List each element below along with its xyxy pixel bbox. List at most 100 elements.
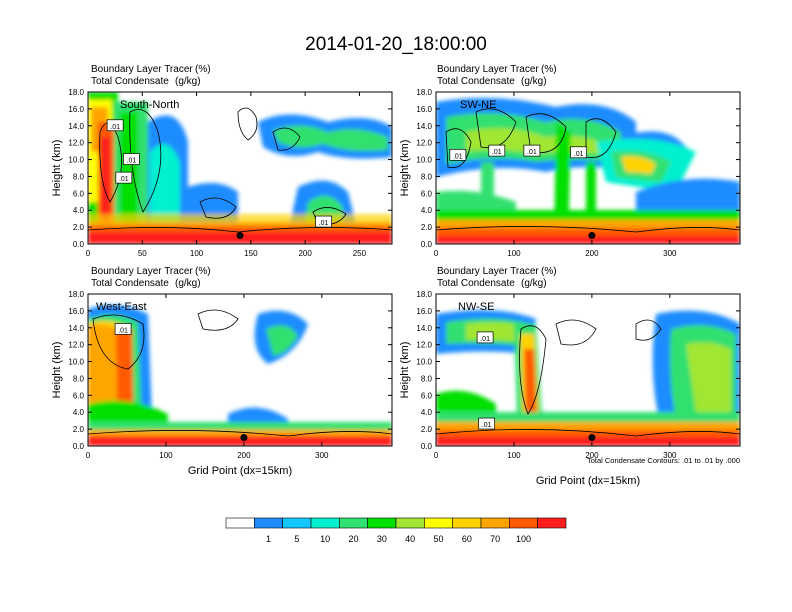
panel-header-tracer-unit: (%) bbox=[541, 266, 557, 277]
panel-header-condensate: Total Condensate bbox=[437, 278, 515, 289]
contour-label: .01 bbox=[115, 171, 133, 184]
svg-text:.01: .01 bbox=[480, 336, 490, 343]
x-tick-label: 0 bbox=[86, 249, 91, 258]
y-tick-label: 2.0 bbox=[421, 223, 433, 232]
x-tick-label: 50 bbox=[138, 249, 147, 258]
y-tick-label: 16.0 bbox=[416, 307, 432, 316]
y-tick-label: 4.0 bbox=[421, 408, 433, 417]
colorbar-swatch bbox=[339, 517, 368, 529]
y-tick-label: 16.0 bbox=[68, 105, 84, 114]
colorbar-swatch bbox=[395, 517, 425, 529]
x-tick-label: 300 bbox=[315, 451, 329, 460]
panel-label: West-East bbox=[96, 301, 147, 313]
panel-label: SW-NE bbox=[460, 99, 496, 111]
panel-header-tracer-unit: (%) bbox=[195, 266, 211, 277]
colorbar-swatch bbox=[225, 517, 255, 529]
panel-header-condensate-unit: (g/kg) bbox=[521, 76, 547, 87]
colorbar-label: 50 bbox=[433, 534, 443, 544]
y-tick-label: 0.0 bbox=[421, 442, 433, 451]
panel-header-condensate: Total Condensate bbox=[437, 76, 515, 87]
y-tick-label: 0.0 bbox=[73, 442, 85, 451]
x-tick-label: 200 bbox=[298, 249, 312, 258]
colorbar-label: 60 bbox=[462, 534, 472, 544]
colorbar-swatch bbox=[254, 517, 283, 529]
contour-label: .01 bbox=[106, 119, 124, 132]
x-tick-label: 100 bbox=[159, 451, 173, 460]
panel-header-tracer: Boundary Layer Tracer bbox=[91, 64, 193, 75]
plot-frame bbox=[435, 91, 741, 245]
y-tick-label: 12.0 bbox=[68, 139, 84, 148]
y-axis-label: Height (km) bbox=[399, 342, 411, 399]
colorbar-label: 30 bbox=[377, 534, 387, 544]
axes: 0 100 200 300 0.0 2.0 4.0 6.0 8.0 10.0 12.0 14.0 16.… bbox=[416, 290, 740, 460]
svg-text:.01: .01 bbox=[119, 176, 129, 183]
colorbar-swatch bbox=[537, 517, 567, 529]
y-tick-label: 6.0 bbox=[73, 391, 85, 400]
contour-label: .01 bbox=[114, 323, 132, 335]
y-tick-label: 12.0 bbox=[416, 139, 432, 148]
x-tick-label: 150 bbox=[244, 249, 258, 258]
panel-header-condensate: Total Condensate bbox=[91, 278, 169, 289]
heatmap-field bbox=[88, 305, 392, 446]
svg-text:.01: .01 bbox=[527, 149, 537, 156]
contour-labels: .01 .01 .01 .01 bbox=[449, 144, 587, 161]
svg-text:.01: .01 bbox=[118, 327, 128, 334]
colorbar-swatch bbox=[452, 517, 482, 529]
colorbar: 1 5 10 20 30 40 50 60 70 100 bbox=[225, 517, 567, 544]
y-tick-label: 14.0 bbox=[68, 122, 84, 131]
heatmap-field bbox=[436, 310, 740, 446]
axes: 0 100 200 300 0.0 2.0 4.0 6.0 8.0 10.0 12.0 14.0 16.… bbox=[416, 88, 740, 258]
contour-labels: .01 bbox=[114, 323, 132, 335]
colorbar-swatch bbox=[282, 517, 312, 529]
contour-label: .01 bbox=[523, 144, 541, 157]
y-axis-label: Height (km) bbox=[399, 140, 411, 197]
contour-note: Total Condensate Contours: .01 to .01 by… bbox=[587, 456, 740, 465]
x-tick-label: 200 bbox=[585, 451, 599, 460]
colorbar-label: 20 bbox=[348, 534, 358, 544]
y-tick-label: 16.0 bbox=[68, 307, 84, 316]
y-tick-label: 8.0 bbox=[421, 374, 433, 383]
panel-header-tracer-unit: (%) bbox=[195, 64, 211, 75]
x-tick-label: 100 bbox=[190, 249, 204, 258]
x-tick-label: 0 bbox=[434, 451, 439, 460]
panel-header-condensate: Total Condensate bbox=[91, 76, 169, 87]
colorbar-swatch bbox=[509, 517, 538, 529]
y-tick-label: 14.0 bbox=[68, 324, 84, 333]
heatmap-field bbox=[436, 98, 740, 244]
y-axis-label: Height (km) bbox=[51, 342, 63, 399]
x-axis-label: Grid Point (dx=15km) bbox=[536, 475, 640, 487]
colorbar-label: 40 bbox=[405, 534, 415, 544]
colorbar-label: 10 bbox=[320, 534, 330, 544]
x-tick-label: 250 bbox=[353, 249, 367, 258]
y-tick-label: 6.0 bbox=[421, 391, 433, 400]
panel-sw-ne: Boundary Layer Tracer (%) Total Condensa… bbox=[399, 64, 741, 258]
panel-header-condensate-unit: (g/kg) bbox=[175, 278, 201, 289]
contour-label: .01 bbox=[570, 146, 587, 159]
svg-text:.01: .01 bbox=[574, 151, 584, 158]
panel-header-tracer: Boundary Layer Tracer bbox=[91, 266, 193, 277]
y-tick-label: 18.0 bbox=[68, 290, 84, 299]
y-tick-label: 2.0 bbox=[73, 425, 85, 434]
y-tick-label: 12.0 bbox=[416, 341, 432, 350]
y-tick-label: 18.0 bbox=[416, 88, 432, 97]
svg-text:.01: .01 bbox=[453, 153, 463, 160]
colorbar-label: 100 bbox=[516, 534, 531, 544]
contour-label: .01 bbox=[488, 144, 506, 157]
axes: 0 50 100 150 200 250 0.0 2.0 4.0 6.0 8.0 10.0 12.0 14… bbox=[68, 88, 392, 258]
y-tick-label: 10.0 bbox=[68, 358, 84, 367]
y-tick-label: 8.0 bbox=[73, 172, 85, 181]
panel-west-east: Boundary Layer Tracer (%) Total Condensa… bbox=[51, 266, 393, 477]
y-tick-label: 6.0 bbox=[421, 189, 433, 198]
y-tick-label: 4.0 bbox=[73, 206, 85, 215]
x-tick-label: 100 bbox=[507, 451, 521, 460]
colorbar-swatch bbox=[424, 517, 453, 529]
y-tick-label: 18.0 bbox=[68, 88, 84, 97]
svg-text:.01: .01 bbox=[482, 422, 492, 429]
x-tick-label: 0 bbox=[434, 249, 439, 258]
y-axis-label: Height (km) bbox=[51, 140, 63, 197]
plot-frame bbox=[87, 293, 393, 447]
contour-label: .01 bbox=[476, 331, 494, 344]
panel-nw-se: Boundary Layer Tracer (%) Total Condensa… bbox=[399, 266, 741, 487]
y-tick-label: 8.0 bbox=[73, 374, 85, 383]
